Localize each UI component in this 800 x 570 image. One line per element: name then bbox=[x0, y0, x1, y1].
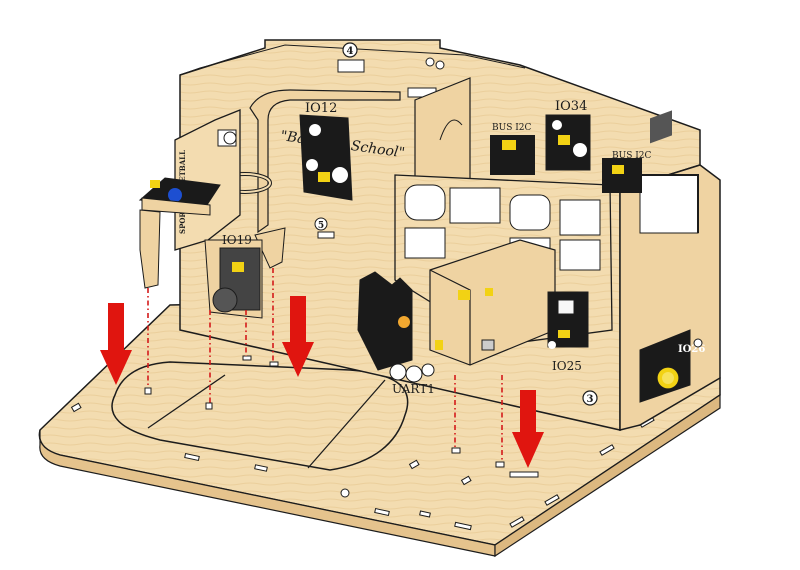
right-box: IO26 3 bbox=[569, 110, 721, 431]
bus-i2c-right-label: BUS I2C bbox=[612, 151, 652, 161]
down-arrow-icon bbox=[282, 296, 314, 377]
bus-i2c-module-right: BUS I2C bbox=[602, 151, 652, 193]
step-4-marker bbox=[342, 42, 358, 58]
io34-label: IO34 bbox=[555, 99, 587, 114]
court-oval bbox=[111, 361, 409, 471]
step-4-label: 4 bbox=[347, 46, 354, 57]
step-3-marker bbox=[582, 390, 598, 406]
down-arrow-icon bbox=[512, 390, 544, 468]
uart1-label: UART1 bbox=[392, 382, 435, 396]
step-5-marker bbox=[314, 217, 328, 231]
guide-lines bbox=[147, 268, 503, 462]
down-arrow-icon bbox=[100, 303, 132, 385]
io26-button-module: IO26 bbox=[639, 110, 705, 403]
buzzer-icon bbox=[212, 287, 238, 313]
io25-label: IO25 bbox=[552, 359, 582, 373]
io26-label: IO26 bbox=[678, 344, 705, 355]
base-slots bbox=[70, 355, 655, 531]
step-5-label: 5 bbox=[318, 221, 324, 231]
io12-label: IO12 bbox=[305, 101, 337, 116]
blue-sensor-icon bbox=[168, 188, 182, 202]
io19-label: IO19 bbox=[222, 233, 252, 247]
hoop-arm bbox=[218, 89, 401, 269]
io12-module: IO12 bbox=[299, 101, 353, 201]
io19-module: IO19 bbox=[204, 233, 263, 319]
sensor-shelf bbox=[138, 177, 221, 289]
bus-i2c-module-left: BUS I2C bbox=[490, 123, 535, 175]
step-3-label: 3 bbox=[587, 394, 594, 405]
io34-module: IO34 bbox=[545, 99, 591, 171]
uart1-module: UART1 bbox=[357, 271, 435, 396]
io25-module: IO25 bbox=[547, 291, 589, 373]
bus-i2c-left-label: BUS I2C bbox=[492, 123, 532, 133]
